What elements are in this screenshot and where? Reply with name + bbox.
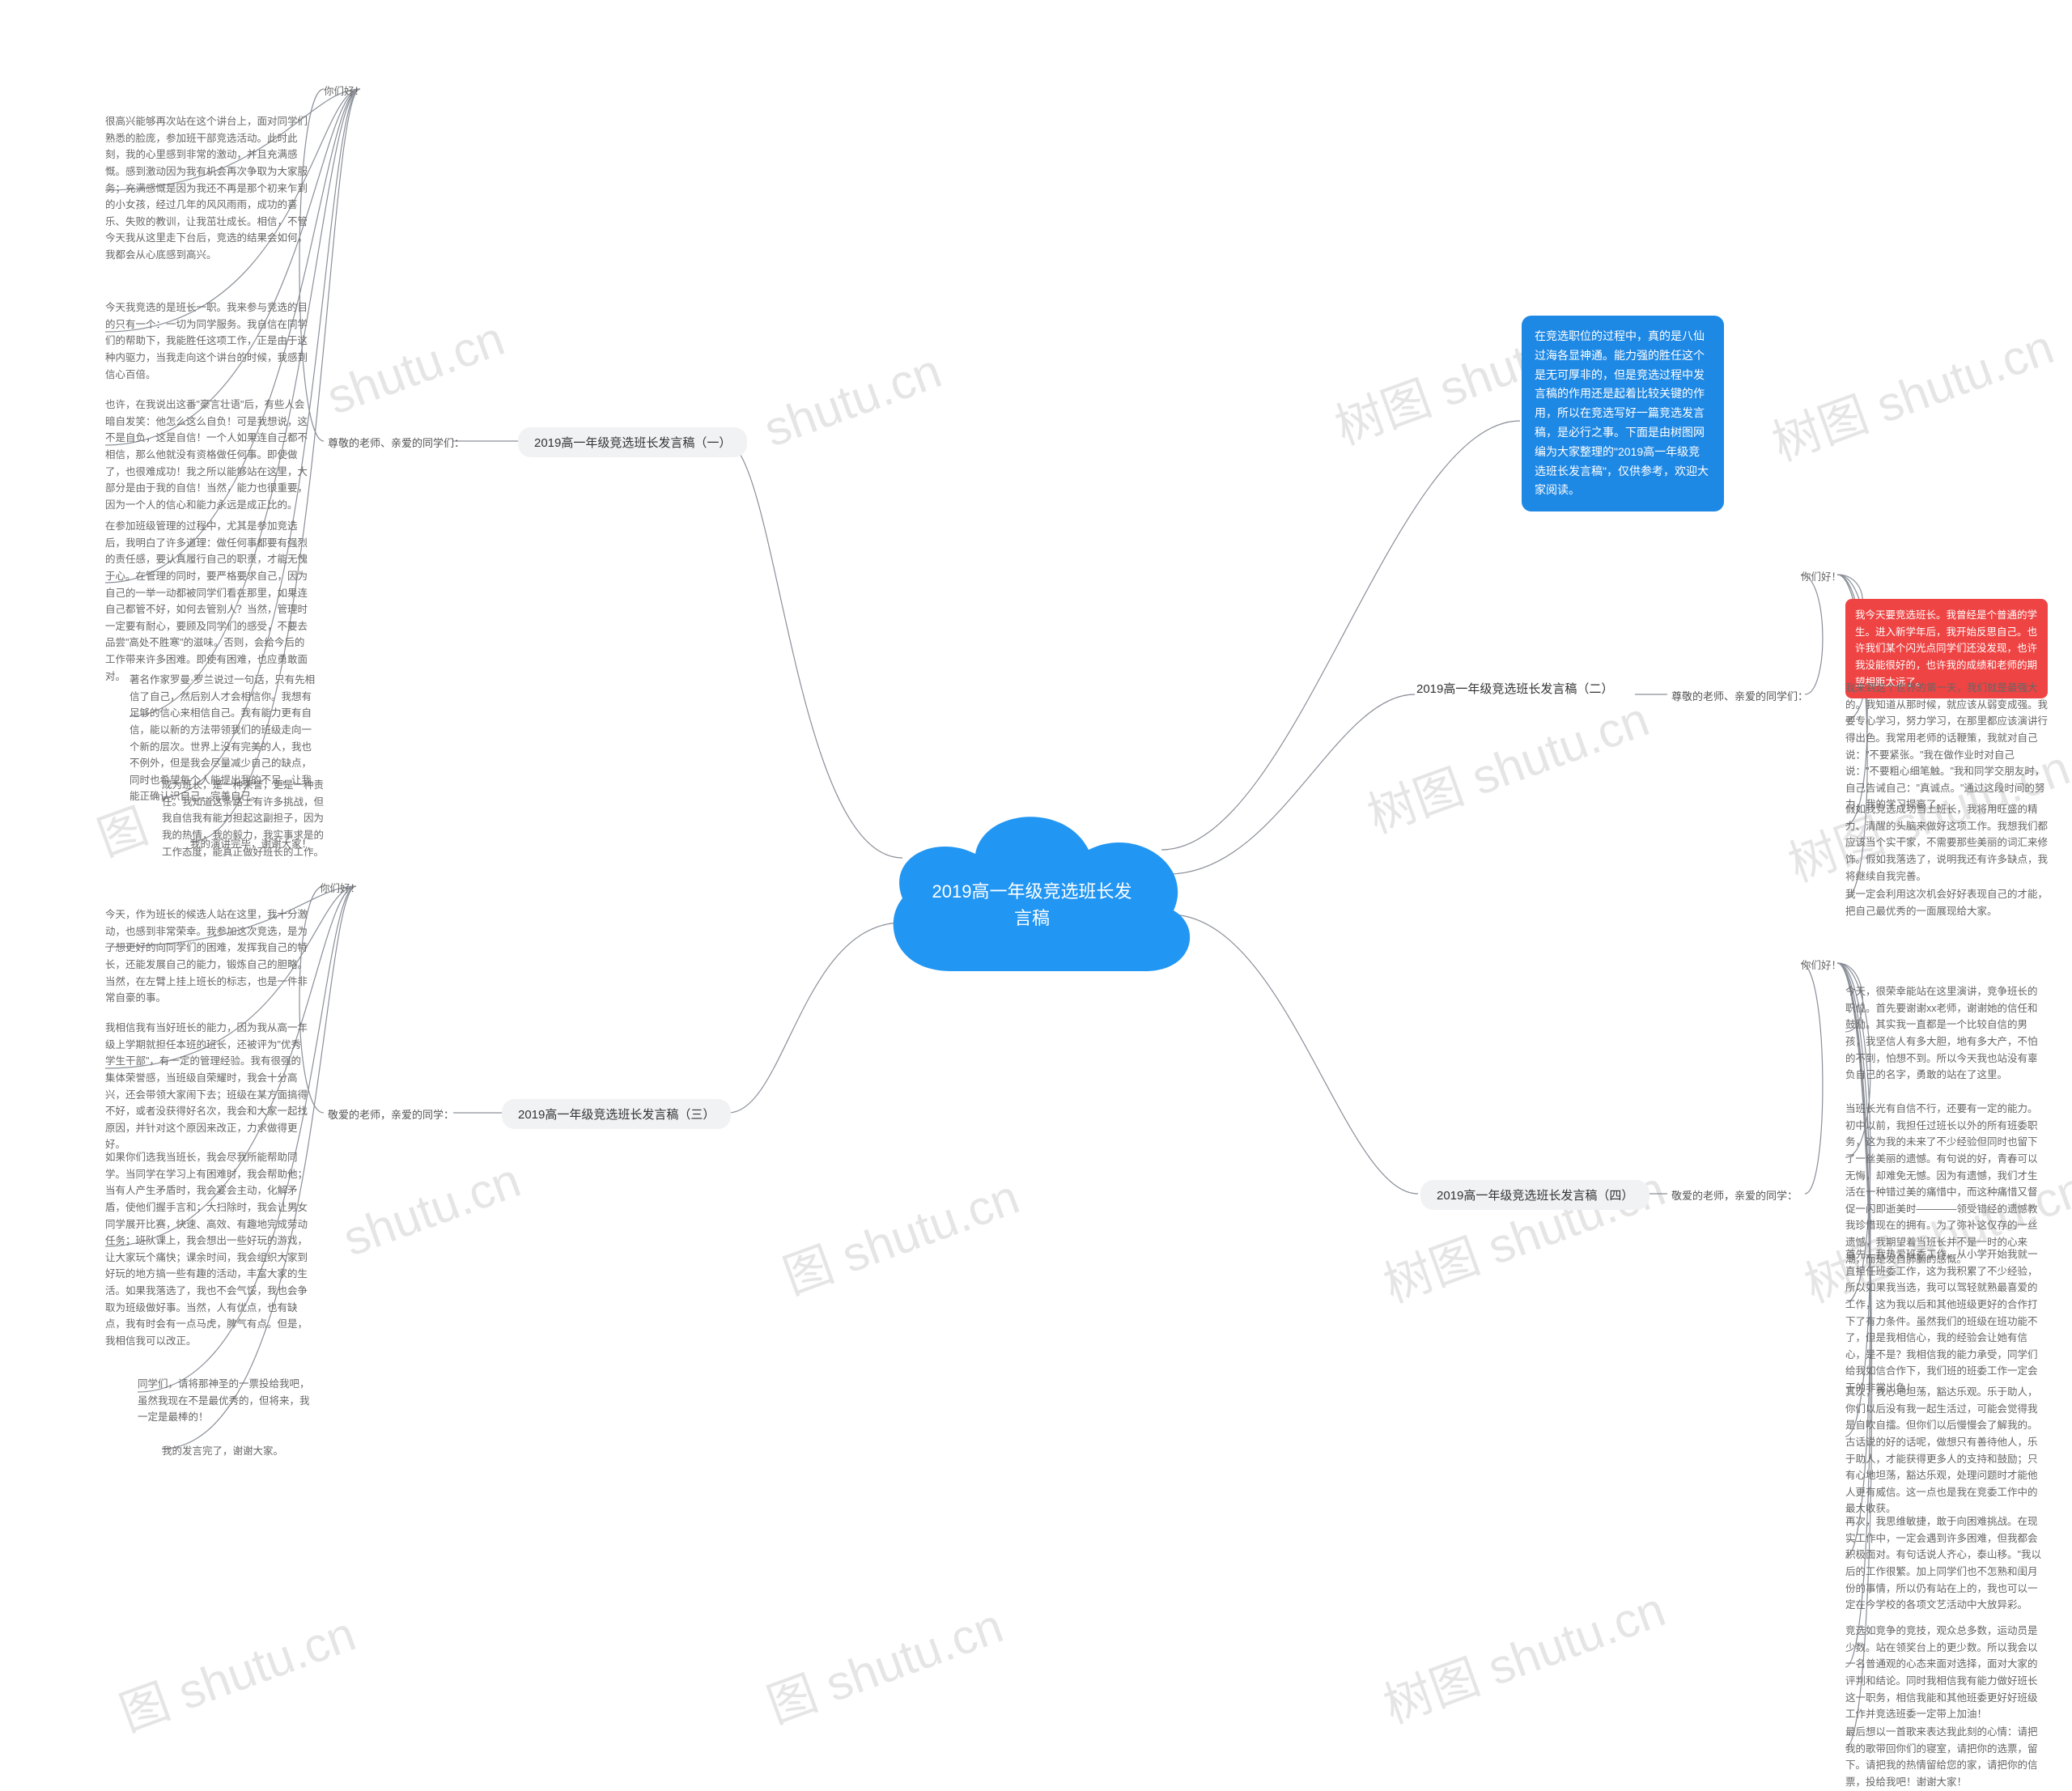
branch1-p2: 今天我竞选的是班长一职。我来参与竞选的目的只有一个：一切为同学服务。我自信在同学… (105, 299, 308, 383)
watermark: shutu.cn (320, 310, 512, 425)
center-title: 2019高一年级竞选班长发言稿 (927, 878, 1137, 932)
branch4-p6: 竞选如竞争的竞技，观众总多数，运动员是少数。站在领奖台上的更少数。所以我会以一名… (1845, 1623, 2044, 1723)
branch4-p2: 当班长光有自信不行，还要有一定的能力。初中以前，我担任过班长以外的所有班委职务，… (1845, 1101, 2044, 1267)
branch2-greet: 你们好！ (1801, 568, 1841, 584)
branch3-p3: 如果你们选我当班长，我会尽我所能帮助同学。当同学在学习上有困难时，我会帮助他；当… (105, 1149, 308, 1350)
watermark: 树图 shutu.cn (1373, 1149, 1673, 1316)
branch1-p3: 也许，在我说出这番"豪言壮语"后，有些人会暗自发笑：他怎么这么自负！可是我想说，… (105, 397, 308, 513)
branch1-end: 我的演讲完毕，谢谢大家！ (190, 835, 312, 851)
branch4-p4: 其次，我心地坦荡，豁达乐观。乐于助人，你们以后没有我一起生活过，可能会觉得我是自… (1845, 1384, 2044, 1517)
branch3-greet: 你们好！ (320, 880, 360, 895)
branch4-p5: 再次，我思维敏捷，敢于向困难挑战。在现实工作中，一定会遇到许多困难，但我都会积极… (1845, 1513, 2044, 1614)
branch4-sub: 敬爱的老师，亲爱的同学： (1671, 1187, 1798, 1203)
watermark: 图 shutu.cn (772, 1158, 1027, 1309)
branch1-label: 2019高一年级竞选班长发言稿（一） (518, 427, 747, 457)
branch1-sub: 尊敬的老师、亲爱的同学们： (328, 435, 465, 450)
branch3-label: 2019高一年级竞选班长发言稿（三） (502, 1099, 731, 1129)
intro-box: 在竞选职位的过程中，真的是八仙过海各显神通。能力强的胜任这个是无可厚非的，但是竞… (1522, 316, 1724, 511)
branch3-sub: 敬爱的老师，亲爱的同学： (328, 1106, 454, 1122)
branch3-p2: 我相信我有当好班长的能力，因为我从高一年级上学期就担任本班的班长，还被评为"优秀… (105, 1020, 308, 1153)
branch4-p3: 首先，我热爱班委工作。从小学开始我就一直担任班委工作，这为我积累了不少经验，所以… (1845, 1246, 2044, 1397)
watermark: 树图 shutu.cn (1357, 680, 1657, 847)
branch2-sub: 尊敬的老师、亲爱的同学们： (1671, 688, 1808, 703)
branch4-p1: 今天，很荣幸能站在这里演讲，竞争班长的职位。首先要谢谢xx老师，谢谢她的信任和鼓… (1845, 983, 2044, 1084)
watermark: shutu.cn (336, 1152, 528, 1267)
branch3-end: 我的发言完了，谢谢大家。 (162, 1442, 283, 1458)
branch1-greet: 你们好！ (324, 83, 364, 98)
watermark: shutu.cn (757, 342, 949, 457)
branch2-p4: 我一定会利用这次机会好好表现自己的才能，把自己最优秀的一面展现给大家。 (1845, 886, 2048, 919)
watermark: 树图 shutu.cn (1761, 308, 2061, 474)
branch3-p1: 今天，作为班长的候选人站在这里，我十分激动，也感到非常荣幸。我参加这次竞选，是为… (105, 906, 308, 1007)
branch2-label: 2019高一年级竞选班长发言稿（二） (1416, 680, 1613, 697)
branch3-p4: 同学们，请将那神圣的一票投给我吧，虽然我现在不是最优秀的，但将来，我一定是最棒的… (138, 1376, 316, 1426)
branch4-label: 2019高一年级竞选班长发言稿（四） (1420, 1180, 1650, 1210)
branch1-p4: 在参加班级管理的过程中，尤其是参加竞选后，我明白了许多道理：做任何事都要有强烈的… (105, 518, 308, 685)
watermark: 图 shutu.cn (108, 1595, 363, 1746)
branch4-greet: 你们好！ (1801, 957, 1841, 972)
branch2-p2: 我来到这个世界的第一天，我们就是最强大的。我知道从那时候，就应该从弱变成强。我要… (1845, 680, 2048, 813)
watermark: 树图 shutu.cn (1373, 1570, 1673, 1737)
watermark: 图 shutu.cn (756, 1587, 1011, 1738)
branch1-p1: 很高兴能够再次站在这个讲台上，面对同学们熟悉的脸庞，参加班干部竞选活动。此时此刻… (105, 113, 308, 264)
branch2-p3: 假如我竞选成功当上班长，我将用旺盛的精力、清醒的头脑来做好这项工作。我想我们都应… (1845, 801, 2048, 885)
branch4-end: 最后想以一首歌来表达我此刻的心情：请把我的歌带回你们的寝室，请把你的选票，留下。… (1845, 1724, 2044, 1791)
